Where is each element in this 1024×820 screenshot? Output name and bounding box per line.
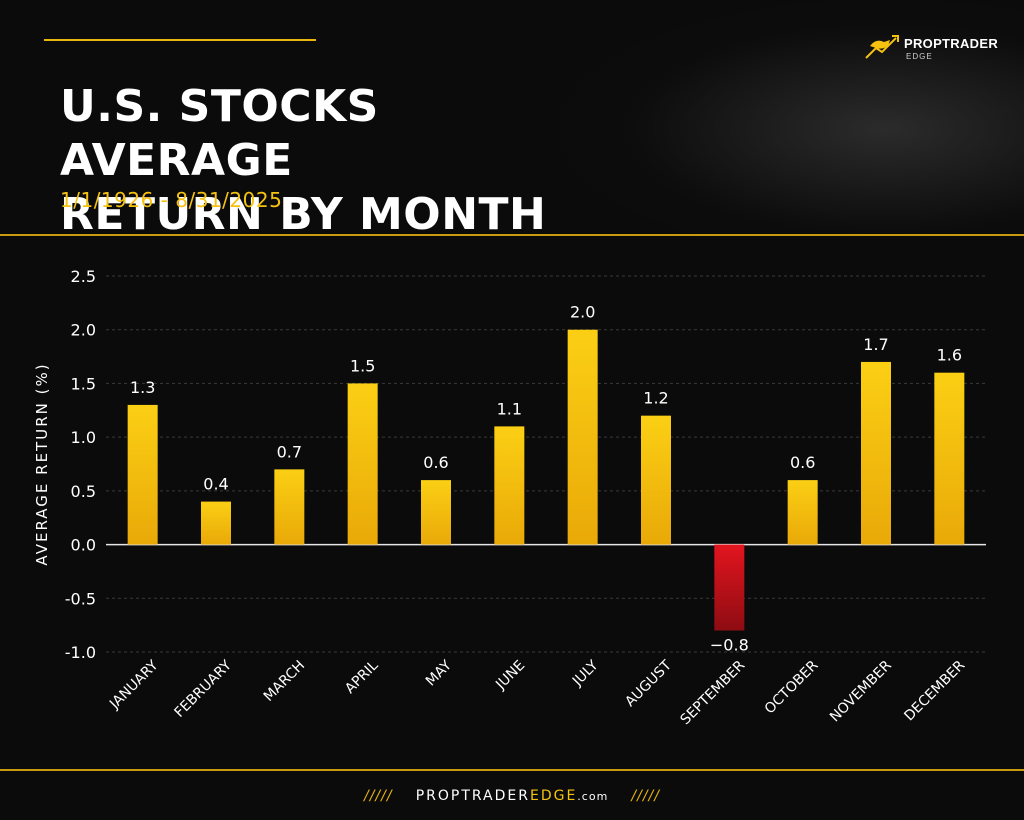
x-tick-label: MAY [423,657,455,689]
header-divider [0,234,1024,236]
website-part-1: PROPTRADER [415,787,530,804]
title-line-1: U.S. STOCKS AVERAGE [60,81,379,186]
data-label: −0.8 [710,636,749,655]
x-tick-label: OCTOBER [762,657,822,717]
page-title: U.S. STOCKS AVERAGE RETURN BY MONTH [60,80,580,242]
bar-december [934,372,965,545]
x-tick-label: JANUARY [106,657,162,713]
footer-website: PROPTRADEREDGE.com [416,788,609,804]
logo-name: PROPTRADER [904,36,999,51]
y-tick-label: 0.0 [71,536,96,555]
y-tick-label: 1.0 [71,428,96,447]
date-range-subtitle: 1/1/1926 - 8/31/2025 [60,188,283,212]
x-tick-label: DECEMBER [901,657,968,724]
bar-october [787,480,818,545]
footer: ///// PROPTRADEREDGE.com ///// [0,785,1024,809]
bar-march [274,469,305,545]
y-tick-label: 2.0 [71,321,96,340]
x-tick-label: AUGUST [622,657,675,710]
data-label: 0.6 [790,453,815,472]
bar-november [861,361,891,545]
y-tick-label: 1.5 [71,374,96,393]
y-tick-label: -1.0 [65,643,96,662]
data-label: 1.6 [937,346,962,365]
bar-september [714,544,745,631]
data-label: 0.7 [277,442,302,461]
x-tick-label: MARCH [261,658,308,705]
y-tick-label: -0.5 [65,589,96,608]
x-tick-label: APRIL [342,657,382,697]
brand-logo: PROPTRADER EDGE [862,30,998,70]
y-axis-label: AVERAGE RETURN (%) [33,362,51,565]
x-tick-label: JULY [569,657,602,690]
y-tick-label: 2.5 [71,267,96,286]
data-label: 2.0 [570,303,595,322]
top-accent-line [44,39,316,41]
footer-slashes-left: ///// [364,787,393,804]
bar-june [494,426,525,545]
data-label: 1.5 [350,356,375,375]
data-label: 1.2 [643,389,668,408]
website-part-3: .com [577,789,609,803]
data-label: 0.6 [423,453,448,472]
bar-february [201,501,231,545]
x-tick-label: SEPTEMBER [678,657,749,728]
background-globe-graphic [560,0,1024,235]
data-label: 1.7 [863,335,888,354]
bar-april [347,383,378,545]
data-label: 0.4 [203,475,228,494]
footer-divider [0,769,1024,771]
x-tick-label: NOVEMBER [827,657,895,725]
y-tick-label: 0.5 [71,482,96,501]
x-tick-label: JUNE [492,658,528,694]
x-tick-label: FEBRUARY [172,657,236,721]
bar-july [567,329,598,545]
data-label: 1.1 [497,399,522,418]
data-label: 1.3 [130,378,155,397]
logo-subname: EDGE [906,52,933,61]
bar-chart: 2.5 2.0 1.5 1.0 0.5 0.0 -0.5 -1.0 AVERAGE RETURN… [33,267,986,728]
bull-icon [865,35,899,59]
bar-january [127,404,158,545]
website-part-2: EDGE [529,787,578,804]
footer-slashes-right: ///// [631,787,660,804]
title-line-2: RETURN BY MONTH [60,189,547,240]
bar-august [641,415,671,545]
bar-may [421,480,451,545]
